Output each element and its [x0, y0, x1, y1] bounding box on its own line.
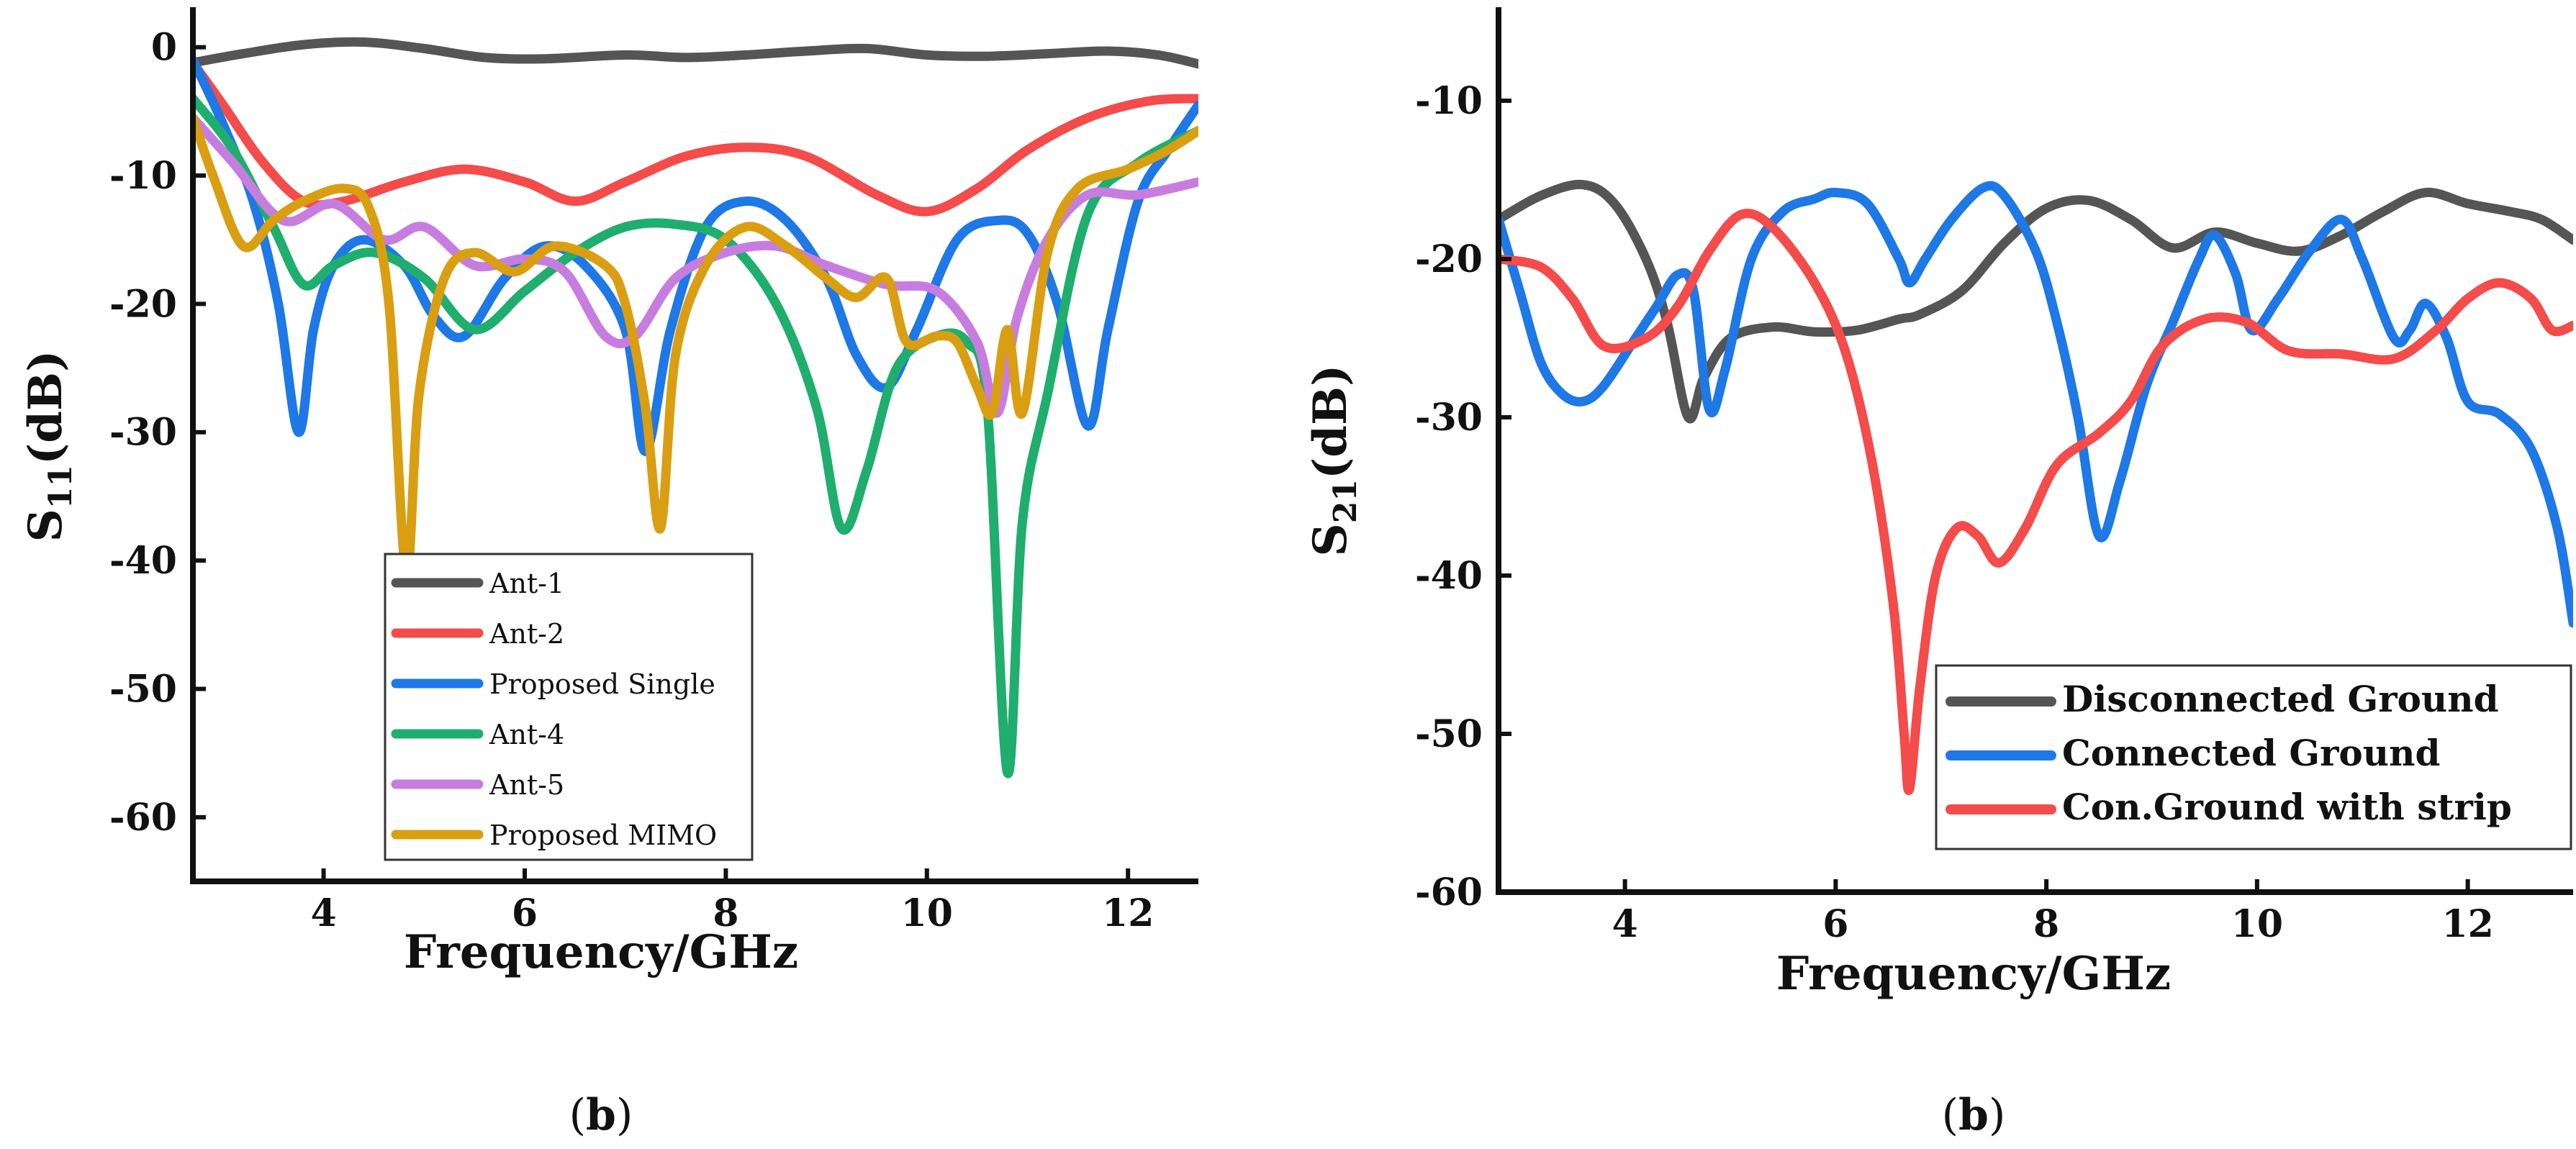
x-tick-label: 6: [512, 891, 538, 935]
series-line-proposed-mimo: [193, 113, 1198, 579]
x-tick-label: 12: [1102, 891, 1154, 935]
legend-label-ant-2: Ant-2: [489, 618, 564, 650]
legend-label-ant-1: Ant-1: [489, 568, 564, 599]
y-tick-label: -20: [1415, 237, 1483, 281]
y-tick-label: -10: [109, 154, 177, 198]
series-line-ant-2: [193, 58, 1198, 217]
x-tick-label: 4: [311, 891, 337, 935]
y-tick-label: -60: [109, 796, 177, 840]
y-tick-label: -30: [1415, 396, 1483, 440]
legend-label-proposed-mimo: Proposed MIMO: [489, 819, 717, 851]
x-axis-title: Frequency/GHz: [404, 925, 798, 979]
legend-label-disconnected-ground: Disconnected Ground: [2062, 678, 2499, 720]
series-line-ant-1: [193, 37, 1198, 69]
series-line-ant-4: [193, 94, 1198, 778]
x-tick-label: 4: [1612, 902, 1638, 946]
y-axis-title-subscript: 11: [42, 465, 79, 509]
legend-label-ant-4: Ant-4: [489, 719, 564, 750]
panel-caption-close: ): [616, 1090, 633, 1140]
panel-caption-open: (: [569, 1090, 586, 1140]
y-tick-label: -50: [1415, 712, 1483, 756]
series-line-connected-ground: [1499, 181, 2573, 628]
y-tick-label: -50: [109, 667, 177, 711]
y-tick-label: -40: [109, 539, 177, 583]
y-tick-label: -40: [1415, 554, 1483, 598]
x-tick-label: 10: [901, 891, 953, 935]
legend: Ant-1 Ant-2 Proposed Single Ant-4 Ant-5 Propo…: [384, 553, 754, 861]
y-axis-title: S21(dB): [1303, 365, 1364, 557]
series-line-con-ground-with-strip: [1499, 209, 2573, 796]
y-axis-title-subscript: 21: [1327, 479, 1364, 523]
y-axis-title: S11(dB): [19, 350, 79, 542]
legend-label-proposed-single: Proposed Single: [489, 668, 715, 700]
y-axis-title-unit: (dB): [1303, 365, 1357, 479]
y-axis-title-main: S: [19, 509, 73, 542]
legend: Disconnected Ground Connected Ground Con.G…: [1935, 664, 2572, 850]
panel-caption-letter: b: [1958, 1090, 1989, 1140]
series-line-disconnected-ground: [1499, 179, 2573, 424]
panel-caption-open: (: [1942, 1090, 1958, 1140]
x-tick-label: 12: [2441, 902, 2493, 946]
y-axis-title-main: S: [1303, 523, 1357, 556]
y-tick-label: -10: [1415, 79, 1483, 123]
legend-label-con-ground-with-strip: Con.Ground with strip: [2062, 786, 2512, 828]
panel-caption-close: ): [1989, 1090, 2005, 1140]
legend-box: [384, 553, 754, 861]
panel-caption-letter: b: [586, 1090, 616, 1140]
y-tick-label: 0: [151, 26, 177, 70]
x-tick-label: 8: [2033, 902, 2059, 946]
x-axis-title: Frequency/GHz: [1776, 947, 2171, 1001]
panel-caption: (b): [1942, 1090, 2006, 1140]
chart-panel-a: 4 6 8 10 12 0 -10 -20 -30 -40 -50 -60 S11(dB) Frequen…: [19, 7, 1198, 1140]
legend-label-connected-ground: Connected Ground: [2062, 732, 2440, 774]
y-tick-label: -30: [109, 411, 177, 455]
y-tick-label: -60: [1415, 871, 1483, 914]
legend-label-ant-5: Ant-5: [489, 769, 564, 801]
x-tick-label: 8: [713, 891, 738, 935]
chart-panel-b: 4 6 8 10 12 -10 -20 -30 -40 -50 -60 S21(dB) Frequenc…: [1303, 7, 2573, 1140]
y-axis-title-unit: (dB): [19, 350, 73, 465]
panel-caption: (b): [569, 1090, 633, 1140]
y-tick-label: -20: [109, 282, 177, 326]
x-tick-label: 10: [2231, 902, 2283, 946]
x-tick-label: 6: [1822, 902, 1848, 946]
